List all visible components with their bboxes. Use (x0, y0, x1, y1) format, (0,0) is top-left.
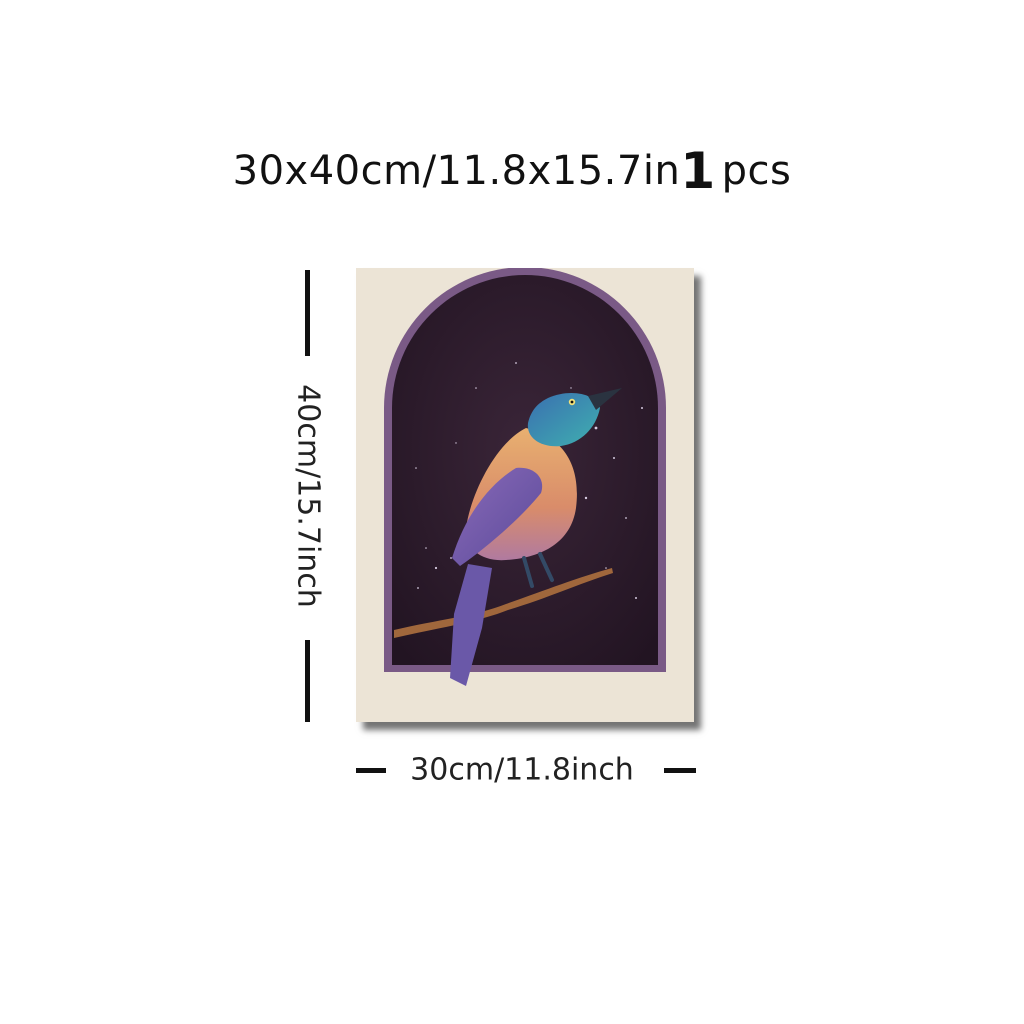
height-dimension-label: 40cm/15.7inch (290, 384, 326, 608)
width-dimension-line-left (356, 768, 386, 773)
product-size-title: 30x40cm/11.8x15.7in1 pcs (0, 138, 1024, 200)
width-dimension-line-right (664, 768, 696, 773)
stars (415, 362, 643, 599)
bird-artwork (384, 268, 666, 686)
bird-beak (588, 388, 622, 410)
canvas-print (356, 268, 694, 722)
branch (394, 568, 613, 638)
width-dimension-label: 30cm/11.8inch (410, 752, 634, 788)
bird-tail (450, 564, 492, 686)
quantity-unit: pcs (721, 148, 792, 194)
bird-wing (452, 467, 543, 566)
quantity-number: 1 (680, 142, 716, 200)
bird-legs (522, 552, 554, 588)
height-dimension-line-bottom (305, 640, 310, 722)
height-dimension-line-top (305, 270, 310, 356)
size-text: 30x40cm/11.8x15.7in (232, 148, 681, 194)
bird-head (527, 393, 600, 447)
